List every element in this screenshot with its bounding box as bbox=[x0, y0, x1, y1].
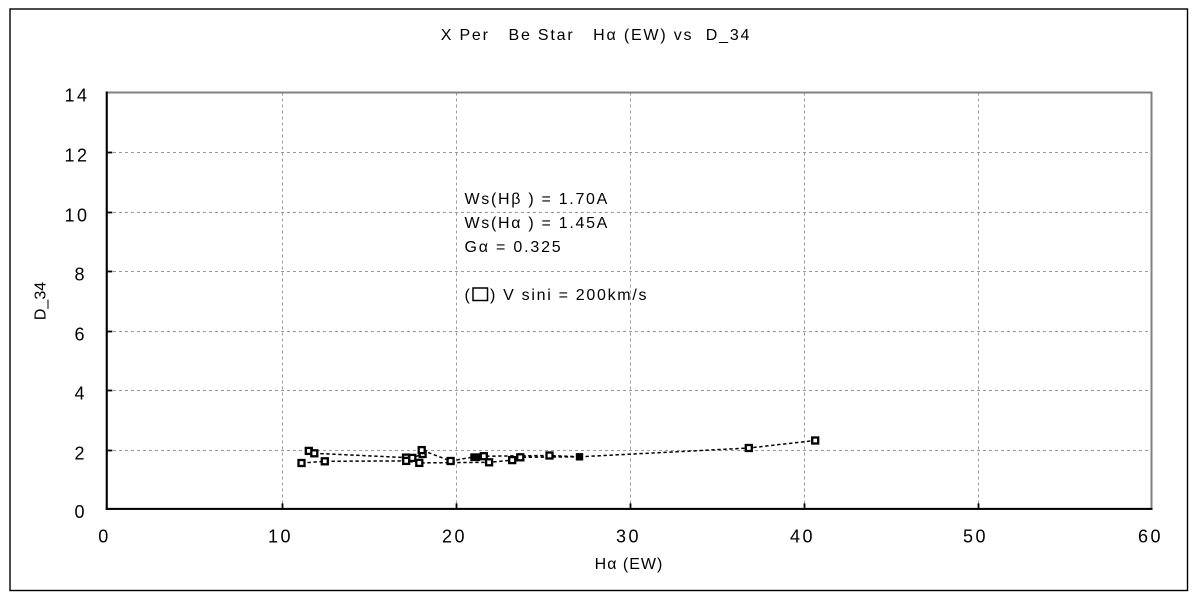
svg-text:60: 60 bbox=[1138, 527, 1163, 547]
svg-text:0: 0 bbox=[98, 527, 111, 547]
svg-text:10: 10 bbox=[64, 206, 89, 226]
svg-text:2: 2 bbox=[74, 444, 87, 464]
svg-text:( ) V sini = 200km/s: ( ) V sini = 200km/s bbox=[465, 287, 649, 304]
svg-text:Ws(Hβ ) = 1.70A: Ws(Hβ ) = 1.70A bbox=[465, 191, 610, 208]
svg-text:20: 20 bbox=[442, 527, 467, 547]
svg-text:14: 14 bbox=[64, 86, 89, 106]
svg-text:4: 4 bbox=[74, 384, 87, 404]
svg-text:30: 30 bbox=[616, 527, 641, 547]
svg-text:10: 10 bbox=[268, 527, 293, 547]
svg-text:40: 40 bbox=[790, 527, 815, 547]
svg-text:50: 50 bbox=[963, 527, 988, 547]
svg-text:X Per Be Star Hα (EW) vs: X Per Be Star Hα (EW) vs D_34 bbox=[441, 27, 752, 44]
svg-text:6: 6 bbox=[74, 325, 87, 345]
svg-text:Gα = 0.325: Gα = 0.325 bbox=[465, 239, 563, 256]
svg-text:D_34: D_34 bbox=[33, 282, 50, 320]
svg-text:Ws(Hα ) = 1.45A: Ws(Hα ) = 1.45A bbox=[465, 215, 610, 232]
svg-text:12: 12 bbox=[64, 146, 89, 166]
svg-text:0: 0 bbox=[74, 502, 87, 522]
svg-text:8: 8 bbox=[74, 265, 87, 285]
svg-text:Hα (EW): Hα (EW) bbox=[595, 556, 664, 573]
